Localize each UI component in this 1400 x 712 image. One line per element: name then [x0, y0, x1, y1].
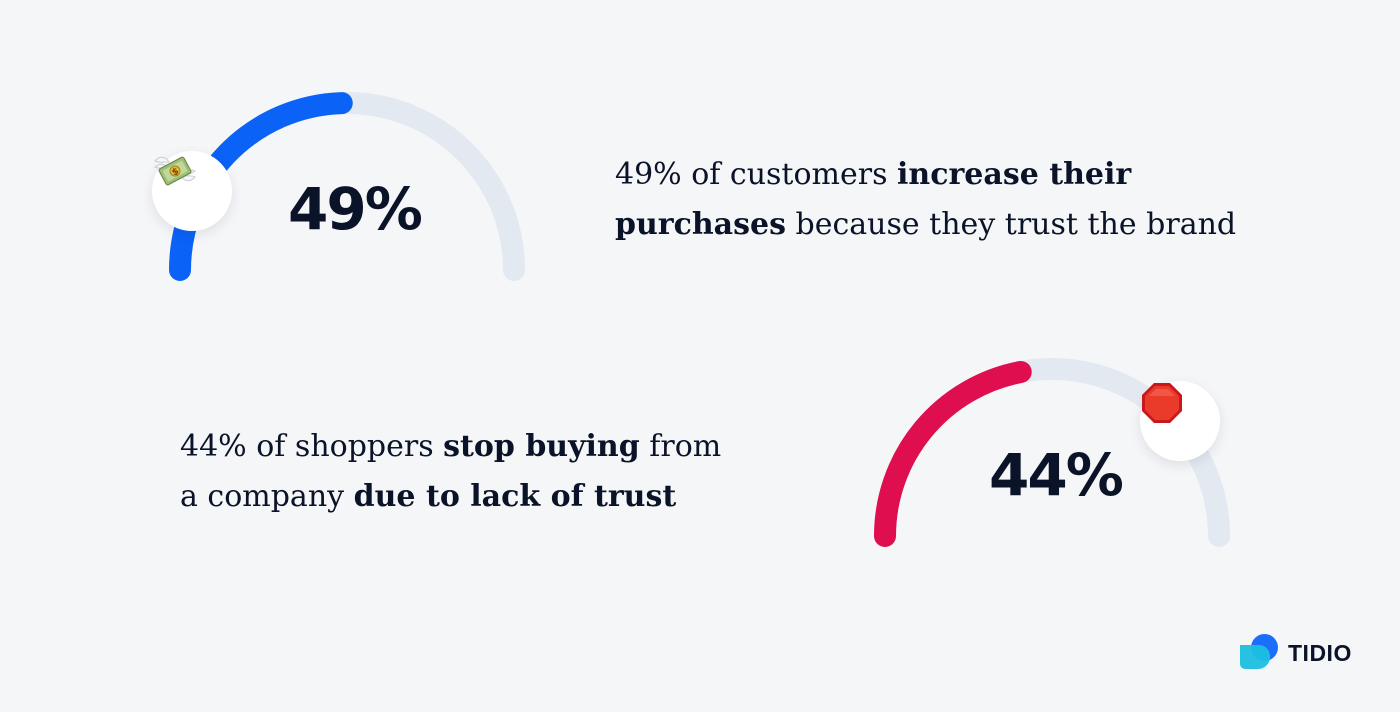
stop-sign-icon: [1142, 383, 1182, 423]
gauge-2-percent-label: 44%: [989, 441, 1124, 509]
gauge-1-value-arc: [169, 92, 353, 281]
gauge-1-icon-badge: $: [152, 151, 232, 231]
stat-text-2: 44% of shoppers stop buying from a compa…: [180, 422, 740, 522]
gauge-2-value-arc: [874, 360, 1032, 547]
stat-text-2-part-2: from a company: [180, 429, 722, 514]
brand-name: TIDIO: [1288, 639, 1352, 666]
money-with-wings-icon: $: [154, 156, 196, 186]
svg-text:$: $: [171, 166, 181, 178]
gauge-2-chart: [874, 358, 1230, 547]
stat-text-1-emphasis-1: increase their purchases: [615, 157, 1132, 242]
tidio-logo-icon: [1240, 634, 1278, 669]
stat-text-2-part-1: 44% of shoppers: [180, 429, 444, 464]
gauge-2-icon-badge: [1140, 381, 1220, 461]
stat-text-1-part-2: because they trust the brand: [785, 207, 1237, 242]
stat-text-1-part-1: 49% of customers: [615, 157, 898, 192]
tidio-logo: TIDIO: [1240, 634, 1352, 672]
stat-text-2-emphasis-2: due to lack of trust: [353, 479, 677, 514]
gauge-1-percent-label: 49%: [288, 175, 423, 243]
stat-text-1: 49% of customers increase their purchase…: [615, 150, 1255, 250]
stat-text-2-emphasis-1: stop buying: [443, 429, 640, 464]
